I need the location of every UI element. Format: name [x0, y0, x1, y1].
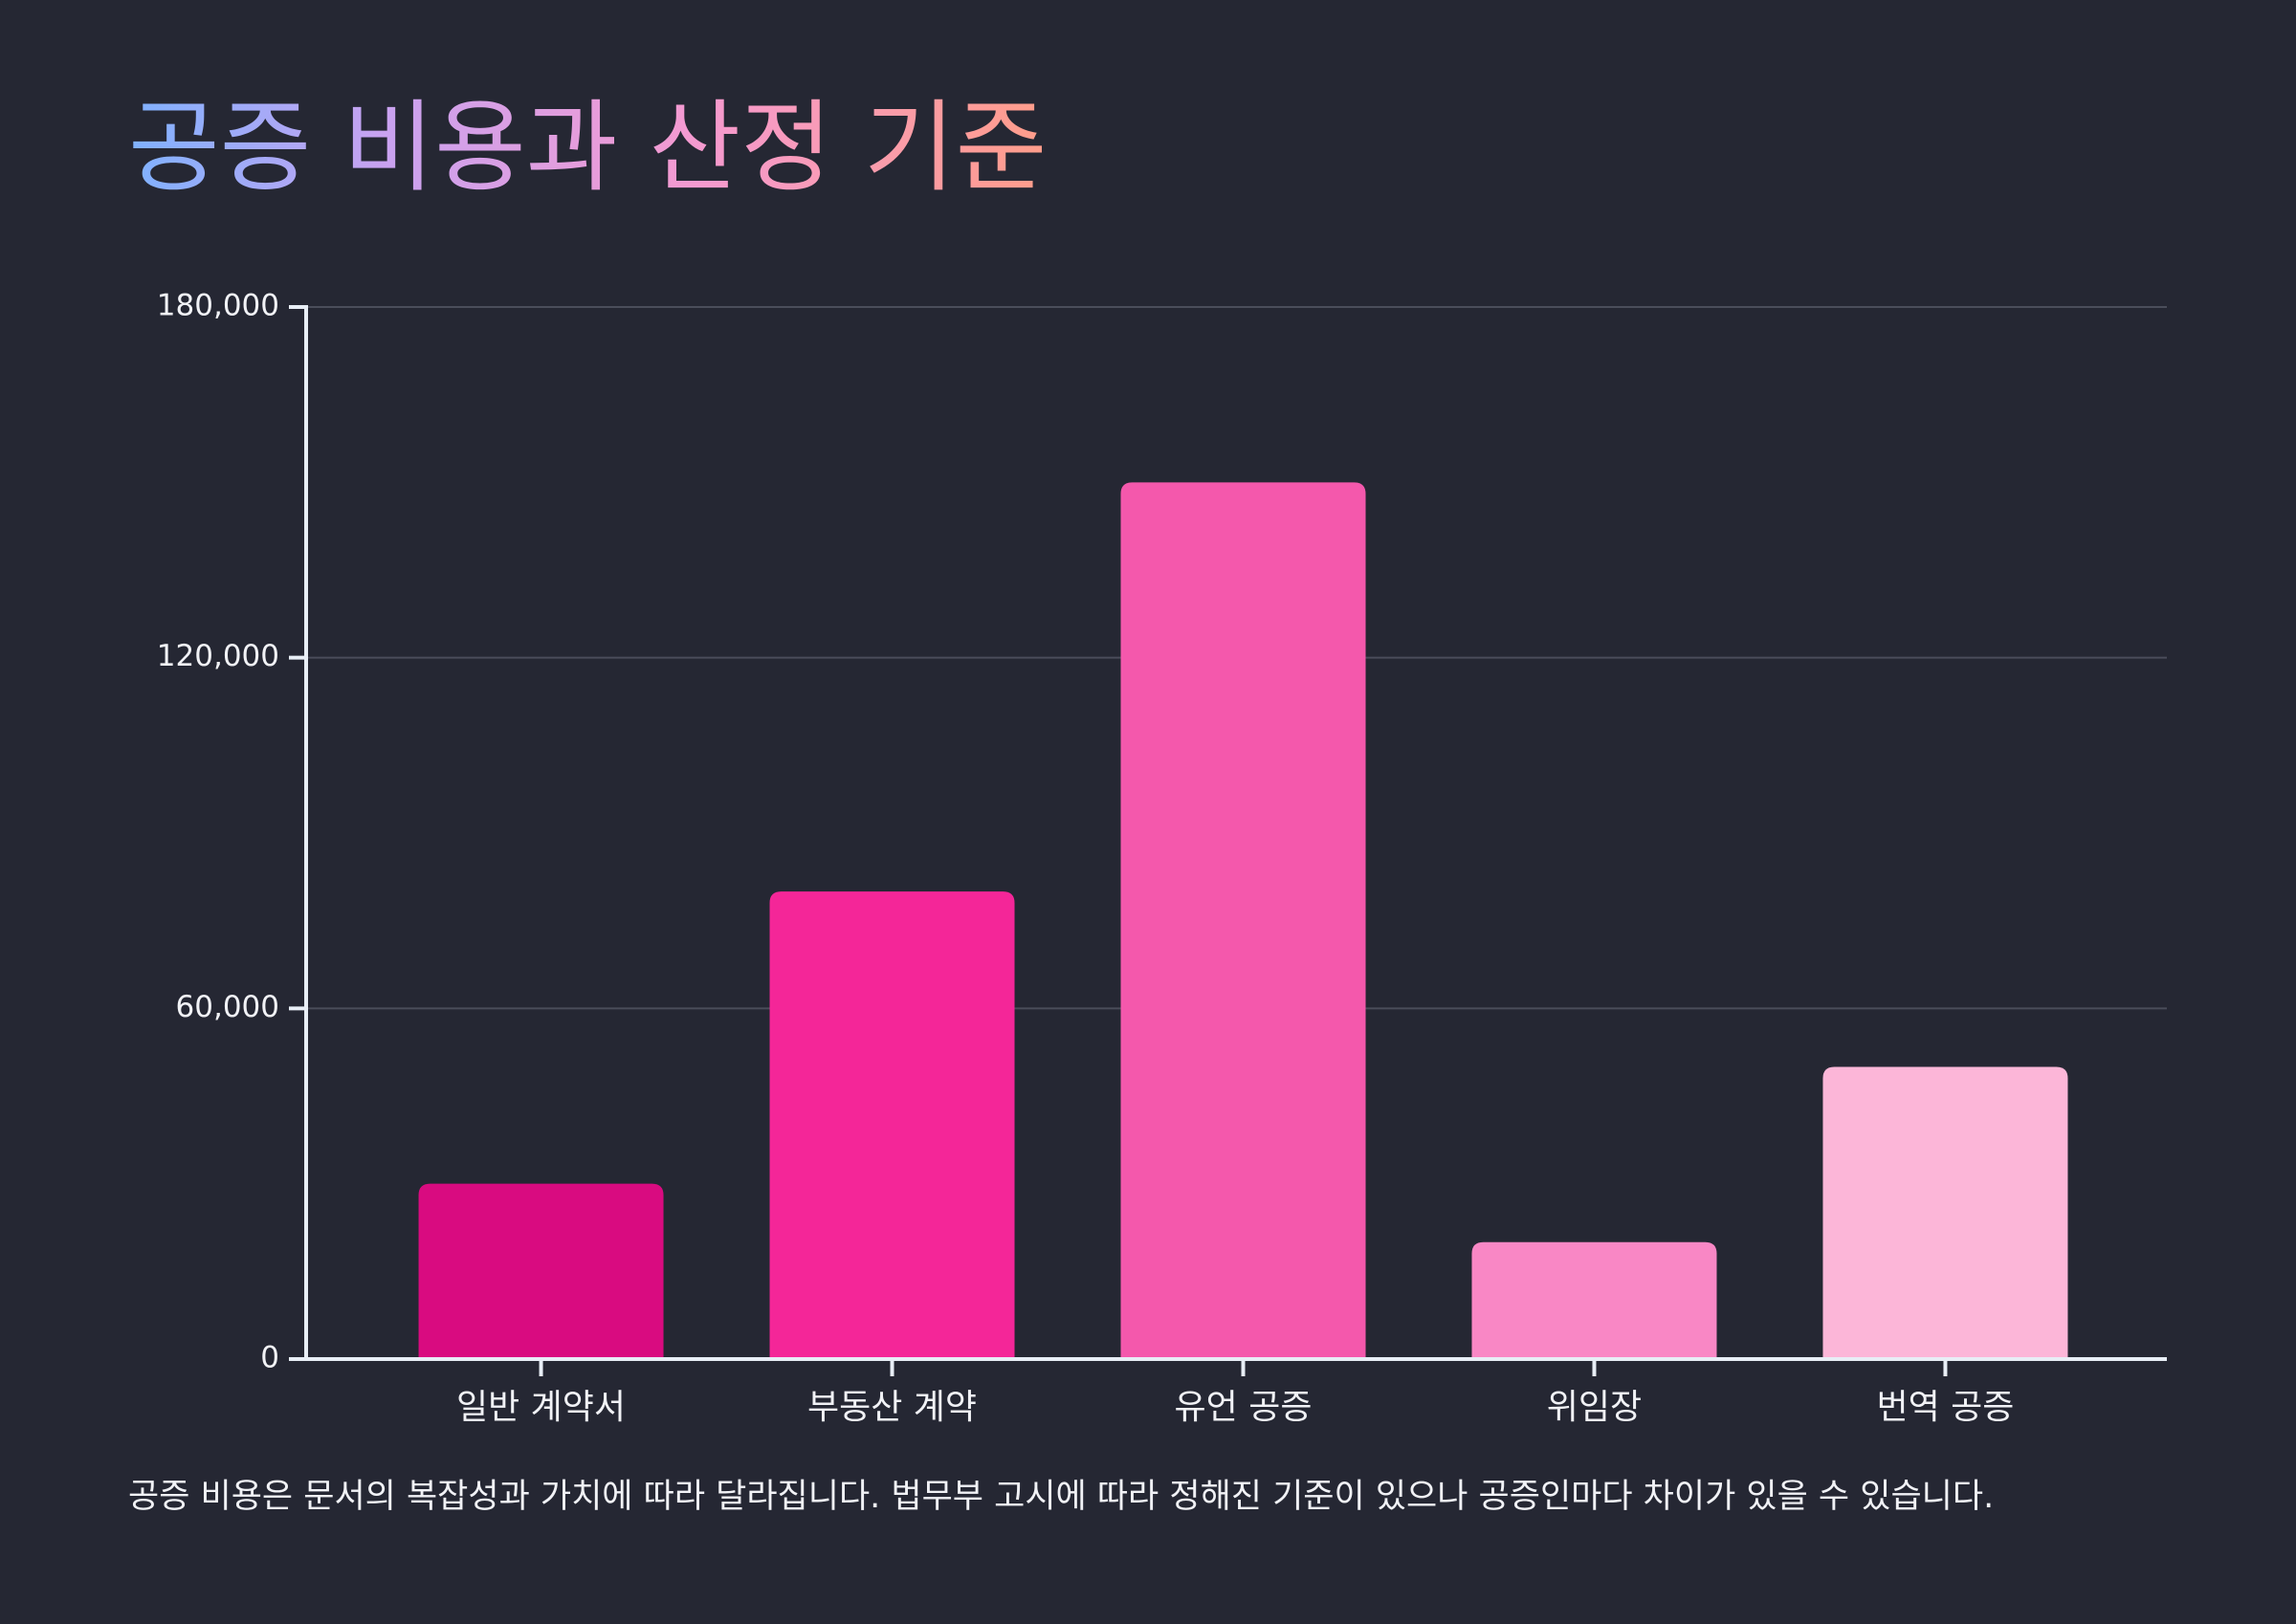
x-tick-label: 유언 공증	[1175, 1388, 1313, 1427]
x-tick-label: 번역 공증	[1876, 1388, 2014, 1427]
chart-footnote: 공증 비용은 문서의 복잡성과 가치에 따라 달라집니다. 법무부 고시에 따라…	[128, 1478, 1995, 1516]
x-axis-ticks: 일반 계약서 부동산 계약 유언 공증 위임장 번역 공증	[456, 1359, 2014, 1427]
y-tick-label: 0	[260, 1341, 279, 1375]
x-tick-label: 일반 계약서	[456, 1388, 626, 1427]
axes	[304, 305, 2167, 1361]
bar-5	[1822, 1066, 2068, 1359]
y-axis-ticks: 0 60,000 120,000 180,000	[157, 289, 306, 1375]
x-tick-label: 위임장	[1547, 1388, 1642, 1427]
chart-title: 공증 비용과 산정 기준	[128, 89, 1048, 206]
y-tick-label: 180,000	[157, 289, 279, 323]
bar-4	[1471, 1241, 1717, 1359]
bars	[418, 482, 2068, 1359]
x-tick-label: 부동산 계약	[807, 1388, 977, 1427]
y-tick-label: 60,000	[176, 990, 279, 1024]
bar-3	[1120, 482, 1366, 1359]
bar-2	[769, 891, 1015, 1359]
y-tick-label: 120,000	[157, 639, 279, 673]
bar-1	[418, 1183, 664, 1359]
